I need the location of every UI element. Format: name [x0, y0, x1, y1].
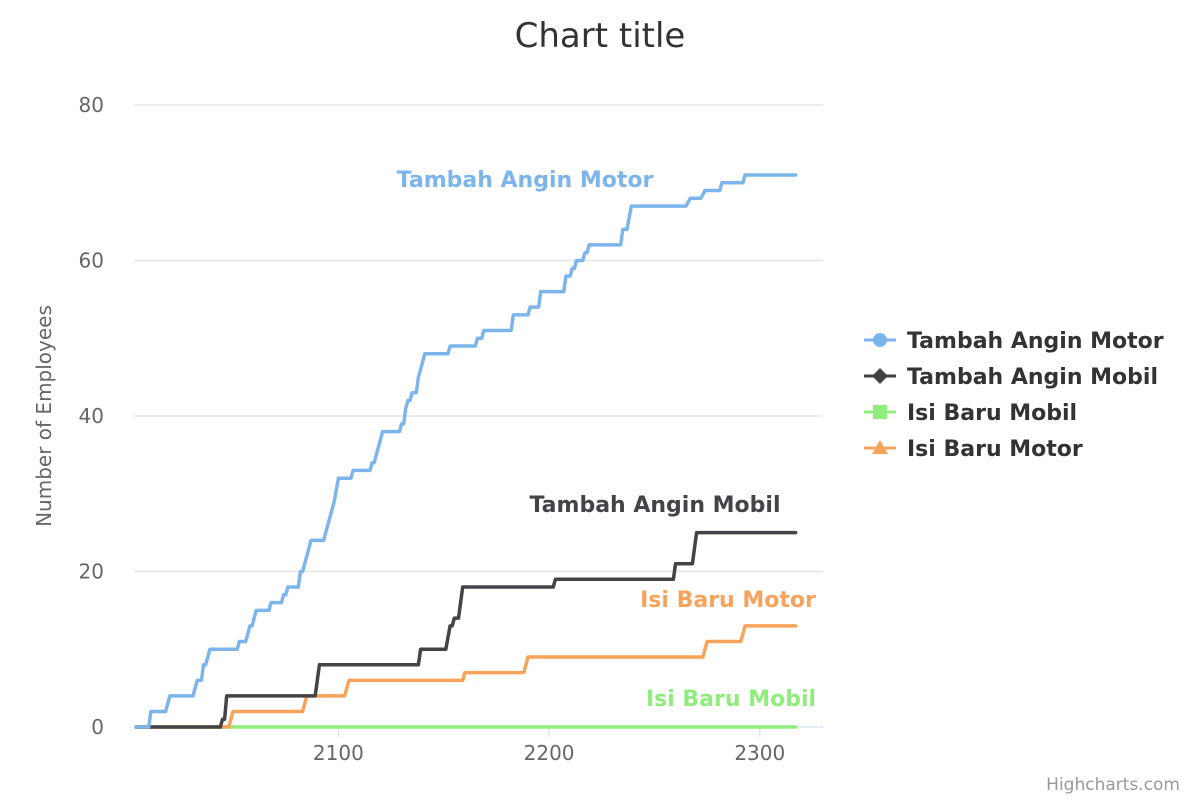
chart-title: Chart title: [515, 16, 686, 56]
y-tick-label: 20: [79, 560, 104, 584]
legend-label: Isi Baru Mobil: [907, 401, 1077, 426]
diamond-marker-icon: [872, 368, 888, 384]
y-tick-label: 80: [79, 93, 104, 117]
x-tick-label: 2200: [524, 741, 575, 765]
y-tick-label: 60: [79, 249, 104, 273]
y-tick-label: 40: [79, 404, 104, 428]
credits-link[interactable]: Highcharts.com: [1046, 775, 1180, 795]
y-axis-ticks: 0 20 40 60 80: [79, 93, 104, 739]
x-axis-ticks: 2100 2200 2300: [313, 727, 785, 765]
y-axis-title: Number of Employees: [32, 305, 56, 527]
series-line-2[interactable]: [134, 530, 798, 729]
legend-label: Tambah Angin Motor: [907, 329, 1164, 354]
x-tick-label: 2300: [734, 741, 785, 765]
series-group: [134, 173, 798, 729]
circle-marker-icon: [873, 333, 887, 347]
legend: Tambah Angin Motor Tambah Angin Mobil Isi …: [864, 329, 1164, 462]
series-label: Tambah Angin Motor: [397, 168, 654, 193]
legend-item[interactable]: Tambah Angin Mobil: [864, 365, 1158, 390]
legend-item[interactable]: Tambah Angin Motor: [864, 329, 1164, 354]
legend-item[interactable]: Isi Baru Motor: [864, 437, 1083, 462]
triangle-marker-icon: [872, 440, 888, 454]
series-label: Isi Baru Motor: [640, 588, 816, 613]
legend-label: Isi Baru Motor: [907, 437, 1083, 462]
series-line-4[interactable]: [134, 624, 798, 729]
legend-label: Tambah Angin Mobil: [907, 365, 1158, 390]
square-marker-icon: [873, 405, 887, 419]
legend-item[interactable]: Isi Baru Mobil: [864, 401, 1077, 426]
y-tick-label: 0: [91, 715, 104, 739]
series-label: Tambah Angin Mobil: [530, 493, 781, 518]
series-labels: Tambah Angin Motor Tambah Angin Mobil Isi …: [397, 168, 816, 712]
gridlines: [134, 104, 823, 573]
series-label: Isi Baru Mobil: [646, 687, 816, 712]
x-tick-label: 2100: [313, 741, 364, 765]
series-line-1[interactable]: [134, 173, 798, 729]
